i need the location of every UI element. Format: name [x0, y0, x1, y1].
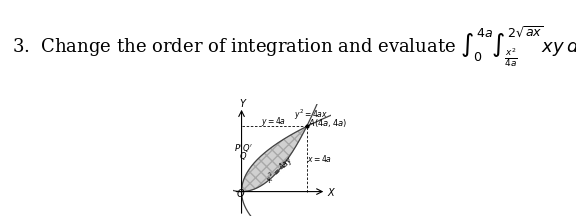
Text: $P'$: $P'$	[234, 142, 244, 153]
Text: 3.  Change the order of integration and evaluate $\int_0^{4a} \int_{\frac{x^2}{4: 3. Change the order of integration and e…	[12, 25, 576, 69]
Text: $x = 4a$: $x = 4a$	[308, 153, 332, 164]
Text: $y = 4a$: $y = 4a$	[261, 115, 286, 128]
Text: $Y$: $Y$	[239, 97, 248, 109]
Text: $X$: $X$	[327, 186, 336, 198]
Text: $A(4a, 4a)$: $A(4a, 4a)$	[308, 117, 347, 129]
Text: $Q$: $Q$	[238, 150, 247, 162]
Text: $y^2 = 4ax$: $y^2 = 4ax$	[294, 108, 328, 122]
Text: $Q'$: $Q'$	[242, 142, 253, 154]
Text: $x^2 = 4ay$: $x^2 = 4ay$	[263, 153, 297, 187]
Text: $O$: $O$	[236, 187, 245, 199]
